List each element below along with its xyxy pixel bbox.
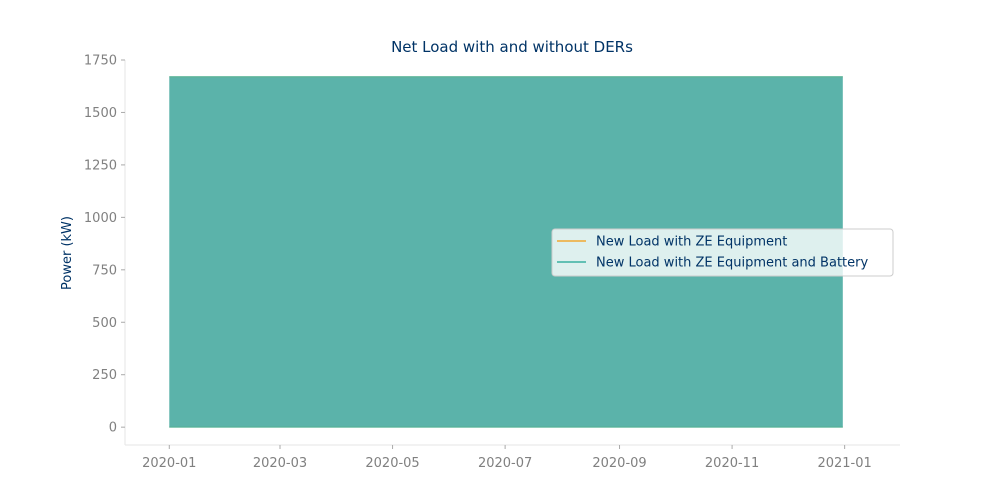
y-tick-label: 1000: [84, 211, 117, 226]
y-tick-label: 1750: [84, 54, 117, 69]
y-tick-label: 250: [92, 368, 117, 383]
legend-box: [551, 228, 894, 277]
y-tick-label: 1250: [84, 158, 117, 173]
y-tick-label: 1500: [84, 106, 117, 121]
x-tick-label: 2020-09: [592, 456, 646, 471]
legend-label: New Load with ZE Equipment: [596, 235, 787, 250]
x-tick-label: 2020-11: [705, 456, 759, 471]
axes: 0 250 500 750 1000 1250 1500 1750 2020-01 2020-03…: [84, 54, 900, 471]
x-tick-label: 2020-07: [478, 456, 532, 471]
chart-title: Net Load with and without DERs: [391, 38, 633, 56]
legend-label: New Load with ZE Equipment and Battery: [596, 256, 868, 271]
y-tick-label: 0: [109, 421, 117, 436]
legend: New Load with ZE Equipment New Load with …: [551, 228, 894, 277]
x-tick-label: 2021-01: [817, 456, 871, 471]
x-tick-label: 2020-01: [142, 456, 196, 471]
x-tick-label: 2020-05: [365, 456, 419, 471]
series-line: [169, 76, 843, 428]
y-axis-label: Power (kW): [60, 216, 75, 290]
y-tick-label: 750: [92, 263, 117, 278]
x-tick-label: 2020-03: [253, 456, 307, 471]
y-tick-label: 500: [92, 316, 117, 331]
